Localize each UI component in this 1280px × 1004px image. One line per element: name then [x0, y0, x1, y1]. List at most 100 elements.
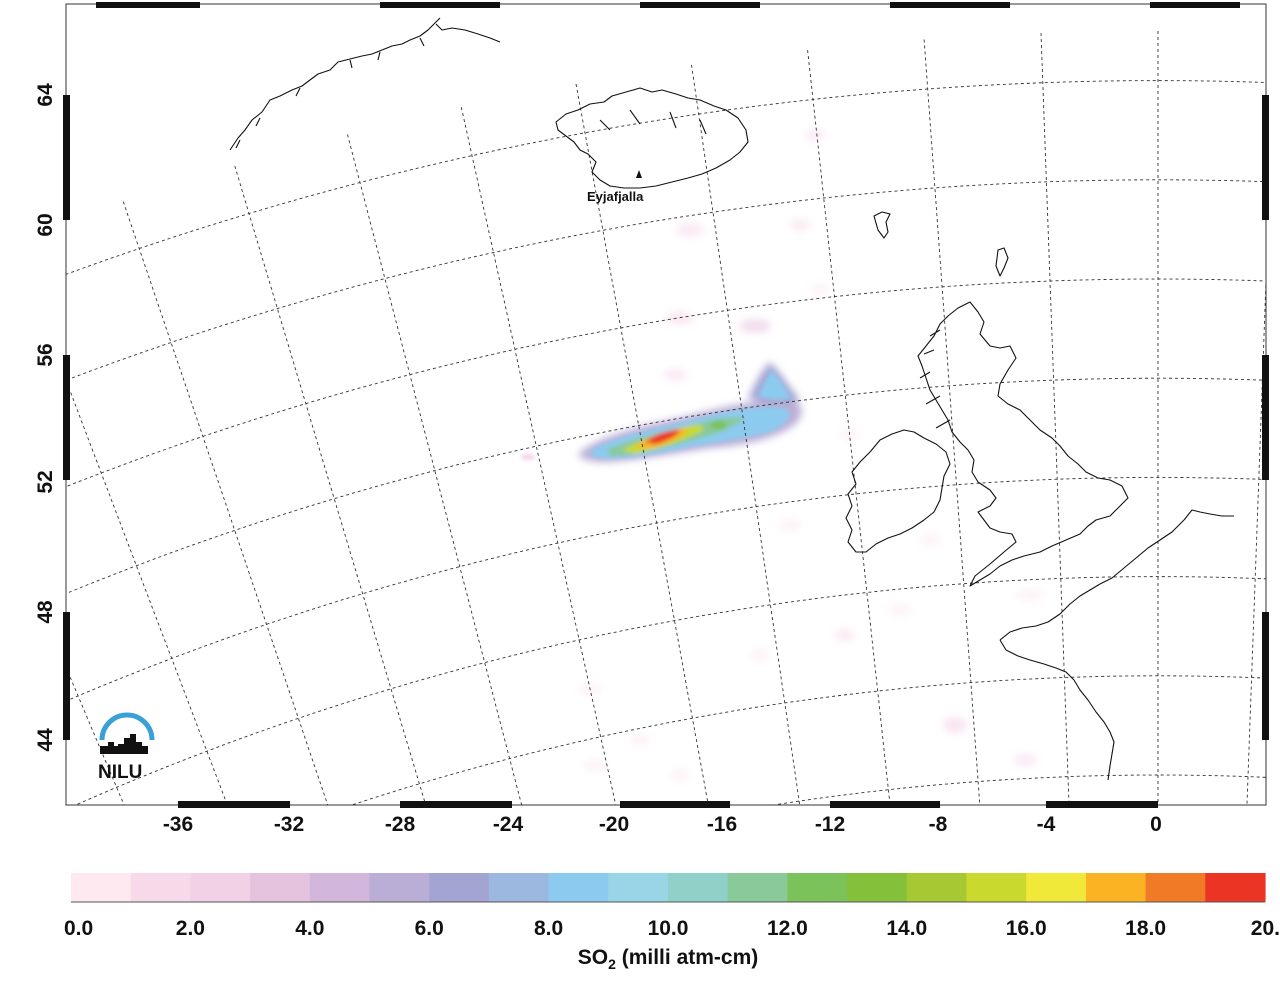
- so2-plume: [521, 362, 802, 462]
- longitude-tick-labels: -36 -32 -28 -24 -20 -16 -12 -8 -4 0: [163, 813, 1162, 836]
- frame-bar: [1262, 612, 1269, 740]
- colorbar-swatch: [608, 873, 669, 902]
- meridian-line: [691, 64, 801, 805]
- nilu-skyline-icon: [100, 734, 148, 754]
- colorbar-tick-label: 12.0: [767, 917, 808, 940]
- colorbar: 0.0 2.0 4.0 6.0 8.0 10.0 12.0 14.0 16.0 18.0 20. S…: [64, 873, 1280, 972]
- parallel-line: [74, 576, 1266, 805]
- colorbar-tick-label: 10.0: [648, 917, 689, 940]
- parallel-line: [66, 377, 1266, 595]
- frame-bar: [1046, 801, 1158, 808]
- longitude-tick-label: -32: [274, 813, 304, 836]
- colorbar-tick-labels: 0.0 2.0 4.0 6.0 8.0 10.0 12.0 14.0 16.0 18.0 20.: [64, 917, 1280, 940]
- greenland-coast: [229, 17, 501, 151]
- colorbar-tick-label: 4.0: [295, 917, 324, 940]
- colorbar-swatch: [71, 873, 132, 902]
- faroe-coast: [873, 211, 891, 239]
- colorbar-swatch: [787, 873, 848, 902]
- coastlines: [229, 17, 1234, 781]
- parallel-line: [770, 774, 1266, 805]
- britain-coast: [917, 301, 1129, 587]
- frame-bar: [400, 801, 512, 808]
- map-area: Eyjafjalla NILU: [66, 4, 1266, 805]
- colorbar-swatch: [1026, 873, 1087, 902]
- colorbar-swatch: [906, 873, 968, 902]
- parallel-line: [66, 80, 1266, 275]
- shetland-coast: [995, 247, 1009, 277]
- colorbar-swatch: [309, 873, 371, 902]
- frame-bar: [178, 801, 290, 808]
- meridian-line: [575, 83, 709, 805]
- frame-bar: [620, 801, 730, 808]
- frame-bar: [380, 2, 500, 8]
- iceland-coast: [555, 87, 749, 189]
- colorbar-tick-label: 18.0: [1125, 917, 1166, 940]
- longitude-tick-label: -28: [385, 813, 416, 836]
- longitude-tick-label: -20: [599, 813, 629, 836]
- colorbar-title: SO2 (milli atm-cm): [578, 946, 759, 972]
- latitude-tick-label: 48: [34, 600, 57, 624]
- graticule-lines: [66, 31, 1266, 805]
- nilu-logo: NILU: [98, 712, 155, 783]
- colorbar-swatch: [130, 873, 191, 902]
- meridian-line: [122, 201, 329, 805]
- parallel-line: [350, 675, 1266, 805]
- ireland-coast: [845, 429, 951, 553]
- colorbar-tick-label: 14.0: [886, 917, 927, 940]
- colorbar-tick-label: 6.0: [415, 917, 444, 940]
- colorbar-swatch: [727, 873, 788, 902]
- latitude-tick-label: 56: [34, 343, 57, 366]
- colorbar-tick-label: 16.0: [1006, 917, 1047, 940]
- meridian-line: [460, 107, 617, 805]
- frame-bars: [63, 2, 1269, 808]
- longitude-tick-label: 0: [1150, 813, 1162, 836]
- meridian-line: [234, 165, 427, 805]
- latitude-tick-label: 64: [34, 83, 57, 107]
- longitude-tick-label: -8: [929, 813, 948, 836]
- nilu-logo-text: NILU: [98, 762, 142, 783]
- colorbar-tick-label: 0.0: [64, 917, 93, 940]
- colorbar-swatch: [488, 873, 550, 902]
- colorbar-tick-label: 8.0: [534, 917, 563, 940]
- meridian-line: [1246, 268, 1266, 805]
- colorbar-tick-label: 2.0: [176, 917, 205, 940]
- colorbar-tick-label: 20.: [1251, 917, 1280, 940]
- colorbar-title-subscript: 2: [608, 956, 616, 972]
- colorbar-swatch: [369, 873, 430, 902]
- colorbar-swatch: [668, 873, 729, 902]
- colorbar-swatch: [1205, 873, 1266, 902]
- volcano-label: Eyjafjalla: [587, 189, 644, 204]
- longitude-tick-label: -16: [707, 813, 737, 836]
- meridian-line: [923, 39, 981, 805]
- volcano-marker-icon: [636, 170, 642, 178]
- colorbar-swatch: [847, 873, 908, 902]
- longitude-tick-label: -4: [1037, 813, 1056, 836]
- longitude-tick-label: -12: [815, 813, 845, 836]
- colorbar-swatch: [966, 873, 1027, 902]
- longitude-tick-label: -36: [163, 813, 193, 836]
- frame-bar: [63, 355, 70, 480]
- meridian-line: [807, 50, 891, 805]
- so2-background-speckles: [578, 129, 1044, 781]
- colorbar-swatch: [1145, 873, 1206, 902]
- nilu-arc-icon: [99, 712, 155, 741]
- france-coast: [999, 509, 1234, 781]
- latitude-tick-label: 44: [34, 728, 57, 752]
- colorbar-swatch: [190, 873, 251, 902]
- frame-bar: [96, 2, 200, 8]
- colorbar-swatch: [250, 873, 311, 902]
- colorbar-swatch: [548, 873, 609, 902]
- longitude-tick-label: -24: [493, 813, 524, 836]
- latitude-tick-label: 60: [34, 213, 57, 236]
- frame-bar: [890, 2, 1010, 8]
- frame-bar: [830, 801, 940, 808]
- frame-bar: [63, 612, 70, 740]
- parallel-line: [66, 476, 1266, 702]
- latitude-tick-labels: 64 60 56 52 48 44: [34, 83, 57, 752]
- meridian-line: [1040, 33, 1070, 805]
- colorbar-swatch: [1085, 873, 1147, 902]
- frame-bar: [1262, 95, 1269, 220]
- meridian-line: [66, 378, 228, 805]
- frame-bar: [1262, 355, 1269, 480]
